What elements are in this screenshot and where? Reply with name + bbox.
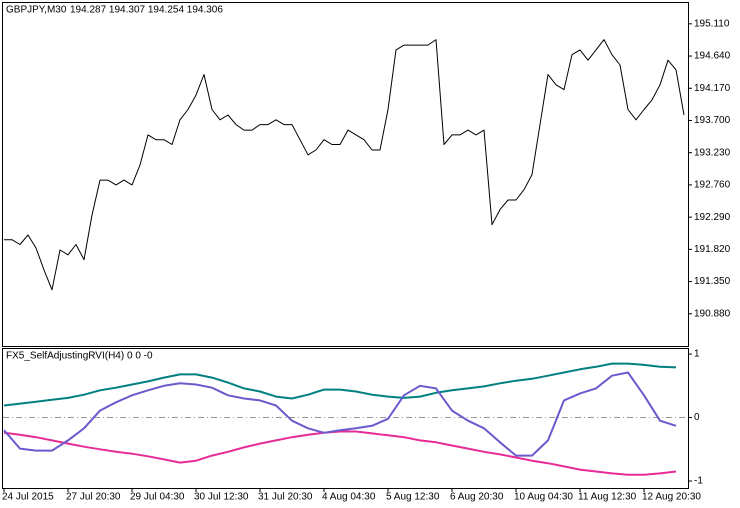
indicator-frame [2,348,689,489]
x-tick-label: 6 Aug 20:30 [450,492,504,503]
data-line [3,371,677,457]
y-tick-label: 192.290 [694,212,731,223]
chart-subtitle: 194.287 194.307 194.254 194.306 [70,5,223,16]
x-tick-label: 24 Jul 2015 [2,492,54,503]
y-tick-label: 192.760 [694,180,731,191]
x-tick-label: 31 Jul 20:30 [258,492,313,503]
x-tick-label: 12 Aug 20:30 [642,492,701,503]
x-tick-label: 4 Aug 04:30 [322,492,376,503]
y-tick-label: -1 [694,476,703,487]
y-tick-label: 193.700 [694,115,731,126]
y-tick-label: 194.170 [694,83,731,94]
y-tick-label: 195.110 [694,18,730,29]
y-tick-label: 190.880 [694,308,731,319]
y-tick-label: 191.350 [694,276,731,287]
y-tick-label: 1 [694,349,700,360]
x-tick-label: 10 Aug 04:30 [514,492,573,503]
x-tick-label: 29 Jul 04:30 [130,492,185,503]
x-tick-label: 30 Jul 12:30 [194,492,249,503]
y-tick-label: 194.640 [694,51,731,62]
data-line [3,430,677,476]
data-line [4,39,685,291]
x-tick-label: 11 Aug 12:30 [578,492,637,503]
y-tick-label: 191.820 [694,244,731,255]
price-frame [2,2,689,347]
chart-title: GBPJPY,M30 [6,5,67,16]
y-tick-label: 193.230 [694,147,731,158]
y-tick-label: 0 [694,412,700,423]
data-line [3,362,677,407]
x-tick-label: 5 Aug 12:30 [386,492,440,503]
indicator-title: FX5_SelfAdjustingRVI(H4) 0 0 -0 [6,351,153,362]
x-tick-label: 27 Jul 20:30 [66,492,121,503]
